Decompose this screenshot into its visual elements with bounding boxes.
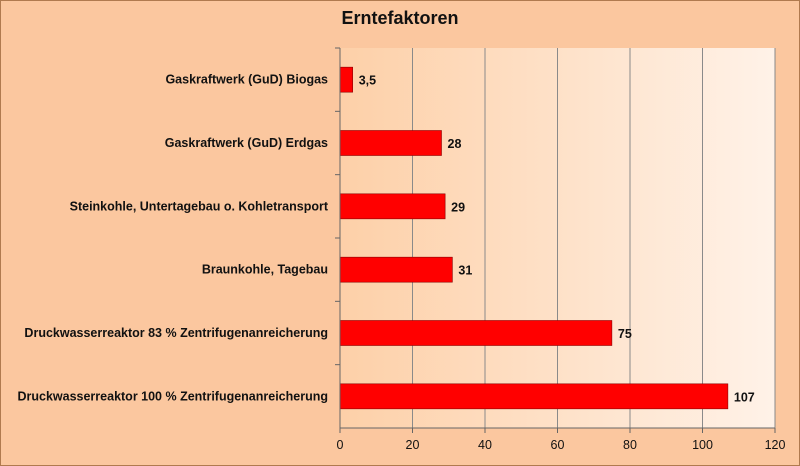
category-label: Steinkohle, Untertagebau o. Kohletranspo… <box>70 199 329 213</box>
data-label: 29 <box>451 200 465 214</box>
x-tick-label: 0 <box>337 438 344 452</box>
data-label: 3,5 <box>359 74 376 88</box>
category-label: Druckwasserreaktor 100 % Zentrifugenanre… <box>17 389 328 403</box>
bar <box>339 130 442 156</box>
bar <box>339 320 613 346</box>
bar <box>339 256 453 283</box>
chart-title: Erntefaktoren <box>341 8 459 28</box>
data-label: 107 <box>734 390 755 404</box>
x-tick-label: 60 <box>551 438 565 452</box>
data-label: 28 <box>448 137 462 151</box>
category-label: Braunkohle, Tagebau <box>202 263 328 277</box>
x-tick-label: 100 <box>692 438 713 452</box>
bar <box>339 193 446 220</box>
category-label: Gaskraftwerk (GuD) Biogas <box>165 73 328 87</box>
category-label: Gaskraftwerk (GuD) Erdgas <box>165 136 328 150</box>
x-tick-label: 120 <box>765 438 786 452</box>
x-tick-label: 80 <box>623 438 637 452</box>
data-label: 75 <box>618 327 632 341</box>
data-label: 31 <box>458 264 472 278</box>
bar <box>339 66 353 93</box>
bar <box>339 383 729 410</box>
x-tick-label: 20 <box>406 438 420 452</box>
category-label: Druckwasserreaktor 83 % Zentrifugenanrei… <box>24 326 328 340</box>
x-tick-label: 40 <box>478 438 492 452</box>
